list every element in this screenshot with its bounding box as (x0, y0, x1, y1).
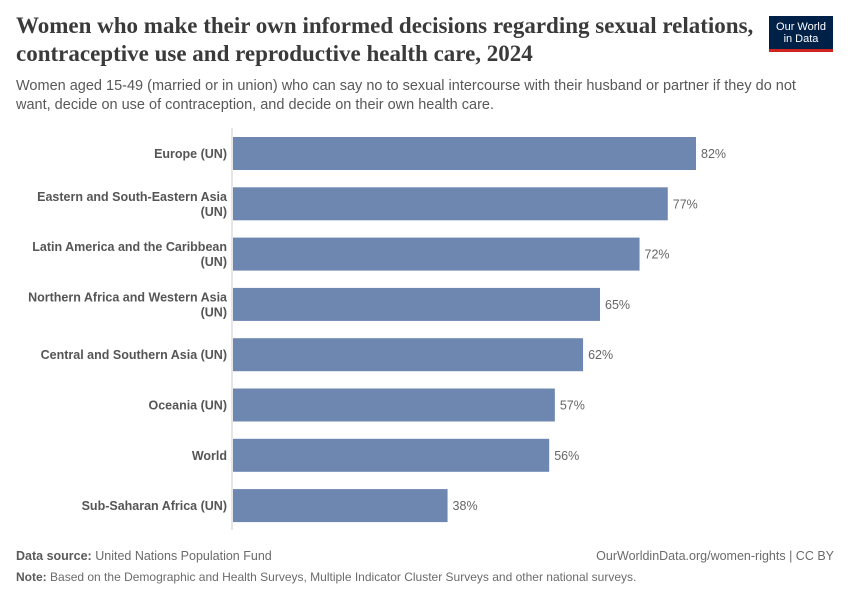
chart-subtitle: Women aged 15-49 (married or in union) w… (16, 78, 796, 113)
logo-line-1: Our World (776, 21, 826, 33)
category-label: (UN) (201, 305, 227, 319)
category-label: (UN) (201, 255, 227, 269)
bar[interactable] (233, 237, 640, 271)
bar[interactable] (233, 438, 550, 472)
logo-line-2: in Data (783, 33, 819, 45)
bar-chart: 82% Europe (UN) 77% Eastern and South-Easte… (28, 128, 726, 530)
bar[interactable] (233, 187, 668, 221)
bar-value-label: 38% (453, 499, 478, 513)
bar-value-label: 56% (554, 449, 579, 463)
category-label: Sub-Saharan Africa (UN) (82, 499, 227, 513)
data-source-label: Data source: (16, 549, 92, 563)
data-source: Data source: United Nations Population F… (16, 549, 272, 563)
bar-value-label: 62% (588, 348, 613, 362)
note-label: Note: (16, 570, 47, 584)
category-label: Oceania (UN) (149, 399, 228, 413)
bar-value-label: 77% (673, 197, 698, 211)
note-text: Based on the Demographic and Health Surv… (50, 570, 637, 584)
bar-value-label: 57% (560, 399, 585, 413)
category-label: World (192, 449, 227, 463)
bar[interactable] (233, 287, 601, 321)
bar[interactable] (233, 137, 696, 170)
chart-title: Women who make their own informed decisi… (16, 13, 754, 66)
data-source-link[interactable]: United Nations Population Fund (95, 549, 272, 563)
category-label: Latin America and the Caribbean (32, 240, 227, 254)
bar[interactable] (233, 388, 555, 422)
category-label: Eastern and South-Eastern Asia (37, 190, 228, 204)
category-label: Central and Southern Asia (UN) (41, 348, 227, 362)
bar-value-label: 72% (645, 248, 670, 262)
owid-logo[interactable]: Our World in Data (769, 16, 833, 52)
bar-value-label: 82% (701, 147, 726, 161)
bar[interactable] (233, 338, 584, 372)
category-label: (UN) (201, 205, 227, 219)
footnote: Note: Based on the Demographic and Healt… (16, 570, 636, 584)
category-label: Northern Africa and Western Asia (28, 290, 228, 304)
bar-value-label: 65% (605, 298, 630, 312)
site-link[interactable]: OurWorldinData.org/women-rights | CC BY (596, 549, 834, 563)
category-label: Europe (UN) (154, 147, 227, 161)
bar[interactable] (233, 489, 448, 523)
